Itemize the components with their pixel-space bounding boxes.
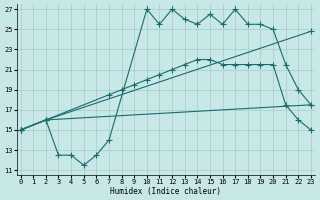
X-axis label: Humidex (Indice chaleur): Humidex (Indice chaleur)	[110, 187, 221, 196]
